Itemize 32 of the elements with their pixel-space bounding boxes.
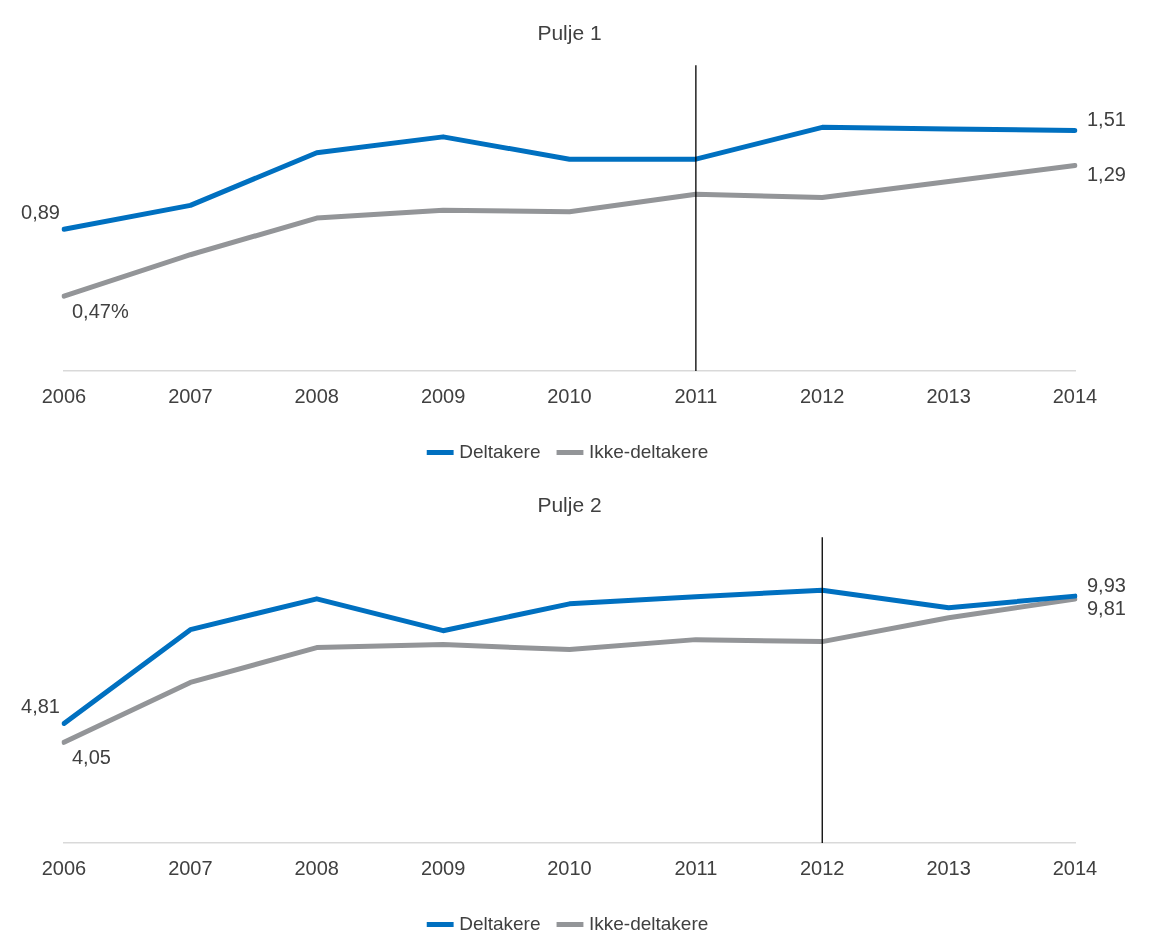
x-tick-label: 2010: [547, 384, 592, 407]
x-tick-label: 2008: [294, 384, 339, 407]
data-label: 4,81: [21, 694, 60, 717]
x-tick-label: 2007: [168, 384, 213, 407]
data-label: 9,81: [1087, 596, 1126, 619]
x-tick-label: 2014: [1052, 384, 1098, 407]
legend-label: Deltakere: [459, 440, 541, 462]
x-tick-label: 2012: [800, 856, 845, 879]
x-tick-label: 2006: [41, 856, 87, 879]
legend-label: Deltakere: [459, 912, 541, 934]
x-tick-label: 2013: [926, 856, 971, 879]
data-label: 0,89: [21, 200, 60, 223]
x-tick-label: 2008: [294, 856, 339, 879]
x-tick-label: 2006: [41, 384, 87, 407]
x-tick-label: 2014: [1052, 856, 1098, 879]
chart-title: Pulje 1: [537, 21, 602, 45]
data-label: 9,93: [1087, 573, 1126, 596]
data-label: 1,51: [1087, 108, 1126, 131]
data-label: 0,47%: [72, 299, 129, 322]
x-tick-label: 2011: [674, 384, 718, 407]
data-label: 1,29: [1087, 163, 1126, 186]
chart-title: Pulje 2: [537, 493, 602, 517]
legend-label: Ikke-deltakere: [588, 912, 709, 934]
data-label: 4,05: [72, 745, 111, 768]
x-tick-label: 2009: [420, 384, 466, 407]
x-tick-label: 2011: [674, 856, 718, 879]
x-tick-label: 2012: [800, 384, 845, 407]
legend-label: Ikke-deltakere: [588, 440, 709, 462]
x-tick-label: 2010: [547, 856, 592, 879]
x-tick-label: 2009: [420, 856, 466, 879]
x-tick-label: 2007: [168, 856, 213, 879]
x-tick-label: 2013: [926, 384, 971, 407]
